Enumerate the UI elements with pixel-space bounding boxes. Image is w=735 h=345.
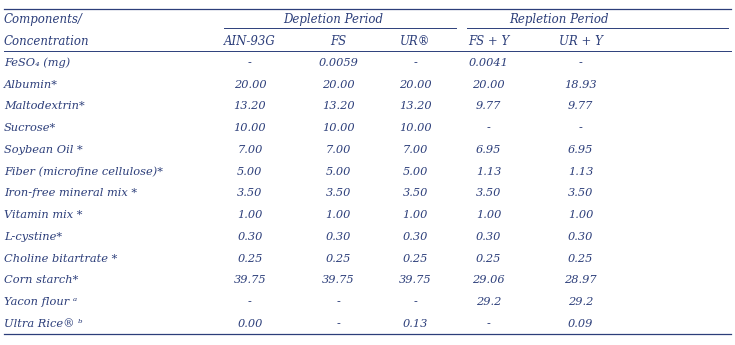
Text: 20.00: 20.00 [399, 80, 431, 90]
Text: FS: FS [330, 35, 346, 48]
Text: 29.06: 29.06 [473, 275, 505, 285]
Text: 5.00: 5.00 [326, 167, 351, 177]
Text: 3.50: 3.50 [476, 188, 501, 198]
Text: Sucrose*: Sucrose* [4, 123, 56, 133]
Text: Maltodextrin*: Maltodextrin* [4, 101, 85, 111]
Text: 0.30: 0.30 [476, 232, 501, 242]
Text: Repletion Period: Repletion Period [509, 13, 609, 26]
Text: Albumin*: Albumin* [4, 80, 57, 90]
Text: 0.30: 0.30 [326, 232, 351, 242]
Text: 10.00: 10.00 [399, 123, 431, 133]
Text: 7.00: 7.00 [326, 145, 351, 155]
Text: Choline bitartrate *: Choline bitartrate * [4, 254, 117, 264]
Text: 13.20: 13.20 [234, 101, 266, 111]
Text: L-cystine*: L-cystine* [4, 232, 62, 242]
Text: 13.20: 13.20 [322, 101, 354, 111]
Text: Fiber (microfine cellulose)*: Fiber (microfine cellulose)* [4, 166, 162, 177]
Text: FS + Y: FS + Y [468, 35, 509, 48]
Text: -: - [487, 319, 491, 329]
Text: UR + Y: UR + Y [559, 35, 603, 48]
Text: 1.13: 1.13 [568, 167, 593, 177]
Text: 20.00: 20.00 [473, 80, 505, 90]
Text: -: - [413, 58, 417, 68]
Text: Soybean Oil *: Soybean Oil * [4, 145, 82, 155]
Text: -: - [578, 123, 583, 133]
Text: 3.50: 3.50 [403, 188, 428, 198]
Text: 0.25: 0.25 [237, 254, 262, 264]
Text: 5.00: 5.00 [237, 167, 262, 177]
Text: -: - [248, 58, 252, 68]
Text: 0.09: 0.09 [568, 319, 593, 329]
Text: Iron-free mineral mix *: Iron-free mineral mix * [4, 188, 137, 198]
Text: 0.13: 0.13 [403, 319, 428, 329]
Text: 7.00: 7.00 [237, 145, 262, 155]
Text: 0.25: 0.25 [568, 254, 593, 264]
Text: Ultra Rice® ᵇ: Ultra Rice® ᵇ [4, 319, 82, 329]
Text: -: - [336, 319, 340, 329]
Text: 13.20: 13.20 [399, 101, 431, 111]
Text: 0.0041: 0.0041 [469, 58, 509, 68]
Text: 5.00: 5.00 [403, 167, 428, 177]
Text: -: - [248, 297, 252, 307]
Text: 39.75: 39.75 [322, 275, 354, 285]
Text: 20.00: 20.00 [234, 80, 266, 90]
Text: FeSO₄ (mg): FeSO₄ (mg) [4, 58, 70, 68]
Text: 0.25: 0.25 [403, 254, 428, 264]
Text: -: - [487, 123, 491, 133]
Text: 20.00: 20.00 [322, 80, 354, 90]
Text: 1.00: 1.00 [568, 210, 593, 220]
Text: 0.30: 0.30 [568, 232, 593, 242]
Text: -: - [578, 58, 583, 68]
Text: Vitamin mix *: Vitamin mix * [4, 210, 82, 220]
Text: 9.77: 9.77 [568, 101, 593, 111]
Text: Corn starch*: Corn starch* [4, 275, 78, 285]
Text: AIN-93G: AIN-93G [224, 35, 276, 48]
Text: -: - [413, 297, 417, 307]
Text: 6.95: 6.95 [476, 145, 501, 155]
Text: 0.25: 0.25 [476, 254, 501, 264]
Text: 39.75: 39.75 [234, 275, 266, 285]
Text: 3.50: 3.50 [326, 188, 351, 198]
Text: 3.50: 3.50 [568, 188, 593, 198]
Text: 3.50: 3.50 [237, 188, 262, 198]
Text: UR®: UR® [400, 35, 431, 48]
Text: 1.00: 1.00 [403, 210, 428, 220]
Text: 7.00: 7.00 [403, 145, 428, 155]
Text: 6.95: 6.95 [568, 145, 593, 155]
Text: Concentration: Concentration [4, 35, 89, 48]
Text: 0.25: 0.25 [326, 254, 351, 264]
Text: Components/: Components/ [4, 13, 82, 26]
Text: 1.00: 1.00 [237, 210, 262, 220]
Text: 0.0059: 0.0059 [318, 58, 358, 68]
Text: 9.77: 9.77 [476, 101, 501, 111]
Text: 1.13: 1.13 [476, 167, 501, 177]
Text: 1.00: 1.00 [476, 210, 501, 220]
Text: 18.93: 18.93 [564, 80, 597, 90]
Text: 10.00: 10.00 [322, 123, 354, 133]
Text: 10.00: 10.00 [234, 123, 266, 133]
Text: 0.00: 0.00 [237, 319, 262, 329]
Text: Depletion Period: Depletion Period [283, 13, 383, 26]
Text: -: - [336, 297, 340, 307]
Text: 28.97: 28.97 [564, 275, 597, 285]
Text: 29.2: 29.2 [476, 297, 501, 307]
Text: 1.00: 1.00 [326, 210, 351, 220]
Text: 0.30: 0.30 [403, 232, 428, 242]
Text: Yacon flour ᵃ: Yacon flour ᵃ [4, 297, 76, 307]
Text: 39.75: 39.75 [399, 275, 431, 285]
Text: 0.30: 0.30 [237, 232, 262, 242]
Text: 29.2: 29.2 [568, 297, 593, 307]
